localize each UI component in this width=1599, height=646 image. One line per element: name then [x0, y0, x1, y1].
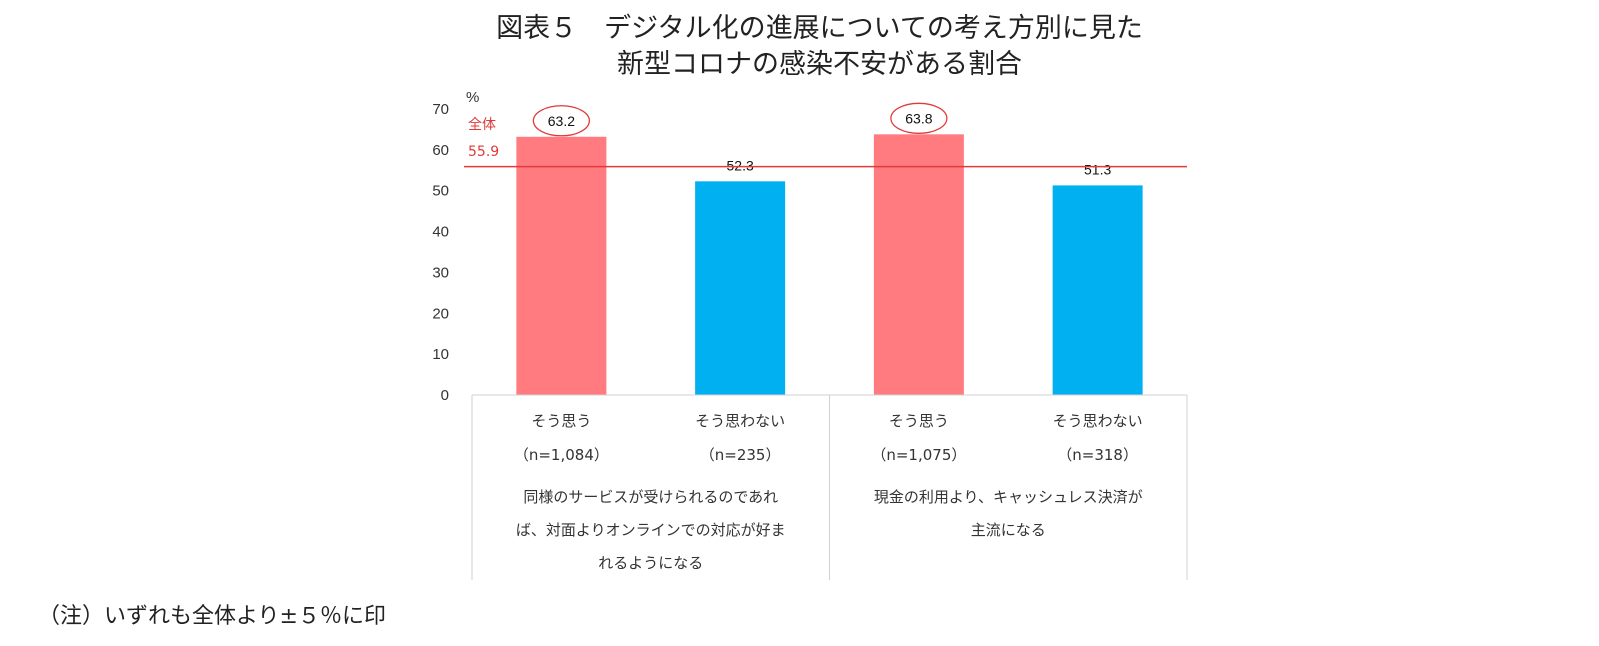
bar — [873, 134, 964, 395]
overall-label: 全体 — [468, 116, 496, 133]
category-n-label: （n=318） — [1057, 446, 1138, 464]
data-label: 63.8 — [905, 110, 932, 126]
group-label-line: れるようになる — [598, 554, 703, 572]
y-tick-label: 30 — [432, 264, 449, 281]
category-label: そう思う — [889, 412, 949, 430]
bar — [695, 181, 786, 395]
y-unit-label: % — [466, 89, 479, 106]
category-label: そう思わない — [1053, 412, 1143, 430]
data-label: 51.3 — [1084, 161, 1111, 177]
category-label: そう思わない — [695, 412, 785, 430]
category-n-label: （n=1,075） — [871, 446, 966, 464]
footnote: （注）いずれも全体より±５％に印 — [38, 604, 386, 629]
y-tick-label: 60 — [432, 142, 449, 159]
category-label: そう思う — [531, 412, 591, 430]
chart-title-line1: 図表５ デジタル化の進展についての考え方別に見た — [496, 13, 1143, 44]
group-label-line: ば、対面よりオンラインでの対応が好ま — [516, 521, 786, 539]
group-label-line: 現金の利用より、キャッシュレス決済が — [874, 488, 1143, 506]
highlight-circle — [890, 102, 948, 134]
data-label: 63.2 — [548, 113, 575, 129]
category-n-label: （n=235） — [700, 446, 781, 464]
category-n-label: （n=1,084） — [514, 446, 609, 464]
chart-title-line2: 新型コロナの感染不安がある割合 — [617, 49, 1022, 80]
y-tick-label: 0 — [441, 387, 449, 404]
group-label-line: 主流になる — [971, 521, 1046, 539]
data-label: 52.3 — [727, 157, 754, 173]
highlight-circle — [532, 105, 591, 137]
overall-value-label: 55.9 — [468, 144, 499, 160]
y-tick-label: 40 — [432, 224, 449, 241]
y-tick-label: 70 — [432, 101, 449, 118]
y-tick-label: 50 — [432, 183, 449, 200]
bar — [1052, 185, 1143, 395]
bar — [516, 136, 607, 396]
group-label-line: 同様のサービスが受けられるのであれ — [523, 488, 778, 506]
y-tick-label: 20 — [432, 305, 449, 322]
y-tick-label: 10 — [432, 346, 449, 363]
